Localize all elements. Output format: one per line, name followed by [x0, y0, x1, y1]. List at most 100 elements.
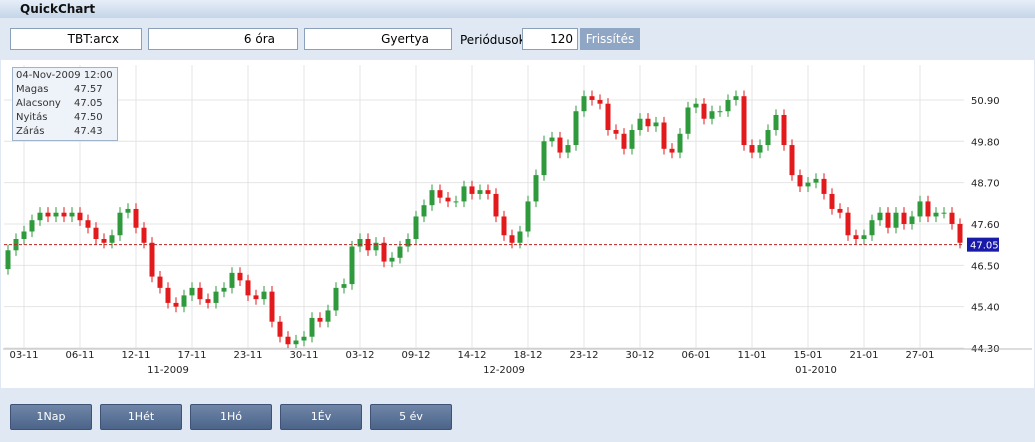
candle-body — [285, 336, 291, 345]
candle-body — [69, 212, 75, 217]
candle-body — [605, 103, 611, 131]
candle-body — [557, 137, 563, 153]
candle-body — [549, 137, 555, 142]
info-row: Zárás 47.43 — [16, 125, 114, 139]
candle-body — [581, 96, 587, 112]
candle-body — [53, 212, 59, 217]
candle-body — [629, 130, 635, 149]
candle-body — [829, 193, 835, 209]
candle-body — [85, 220, 91, 228]
candle-body — [533, 175, 539, 202]
x-tick-label: 23-11 — [233, 350, 262, 361]
candle-body — [389, 257, 395, 262]
candle-body — [613, 130, 619, 134]
candle-body — [165, 287, 171, 303]
range-button[interactable]: 5 év — [370, 404, 452, 430]
x-tick-label: 03-12 — [345, 350, 374, 361]
last-price-label: 47.05 — [970, 241, 999, 252]
range-button[interactable]: 1Hét — [100, 404, 182, 430]
candle-body — [437, 190, 443, 198]
candle-body — [853, 235, 859, 240]
candle-body — [861, 235, 867, 240]
interval-select[interactable]: 6 óra — [148, 28, 298, 50]
candle-body — [421, 205, 427, 217]
candle-body — [693, 103, 699, 108]
candle-body — [117, 212, 123, 236]
candle-body — [917, 201, 923, 217]
x-tick-label: 21-01 — [849, 350, 878, 361]
candle-body — [157, 276, 163, 288]
month-label: 12-2009 — [483, 365, 525, 376]
x-tick-label: 14-12 — [457, 350, 486, 361]
candle-body — [669, 148, 675, 153]
candle-body — [525, 201, 531, 232]
chart: 50.9049.8048.7047.6046.5045.4044.3003-11… — [1, 60, 1034, 388]
candle-body — [261, 291, 267, 300]
y-tick-label: 48.70 — [971, 179, 1000, 190]
info-value: 47.57 — [74, 84, 103, 95]
info-key: Zárás — [16, 126, 45, 137]
y-tick-label: 47.60 — [971, 220, 1000, 231]
x-tick-label: 06-01 — [681, 350, 710, 361]
candle-body — [333, 287, 339, 311]
candle-body — [709, 111, 715, 119]
candle-body — [733, 96, 739, 100]
candle-body — [317, 317, 323, 322]
candle-body — [517, 231, 523, 243]
info-row: Nyitás 47.50 — [16, 111, 114, 125]
candle-body — [541, 141, 547, 176]
periods-field[interactable]: 120 — [522, 28, 578, 50]
chart-kind-select[interactable]: Gyertya — [304, 28, 452, 50]
candle-body — [349, 246, 355, 285]
symbol-field[interactable]: TBT:arcx — [10, 28, 142, 50]
candle-body — [237, 272, 243, 281]
candle-body — [133, 208, 139, 228]
candle-body — [877, 212, 883, 221]
info-key: Magas — [16, 84, 49, 95]
candle-body — [229, 272, 235, 288]
info-key: Nyitás — [16, 112, 48, 123]
candle-body — [597, 99, 603, 104]
info-value: 47.43 — [74, 126, 103, 137]
candle-body — [125, 208, 131, 213]
candle-body — [453, 201, 459, 203]
info-key: Alacsony — [16, 98, 61, 109]
range-button[interactable]: 1Hó — [190, 404, 272, 430]
candle-body — [485, 190, 491, 194]
x-tick-label: 17-11 — [177, 350, 206, 361]
candle-body — [245, 280, 251, 296]
candle-body — [109, 235, 115, 243]
candle-body — [653, 122, 659, 127]
candle-body — [677, 133, 683, 153]
candle-body — [29, 220, 35, 232]
candle-body — [493, 193, 499, 217]
candle-body — [429, 190, 435, 206]
y-tick-label: 45.40 — [971, 303, 1000, 314]
candle-body — [181, 295, 187, 307]
candle-body — [37, 212, 43, 221]
candle-body — [725, 99, 731, 112]
candle-body — [277, 321, 283, 337]
candle-body — [909, 216, 915, 224]
candle-body — [341, 284, 347, 288]
candle-body — [253, 295, 259, 300]
range-button[interactable]: 1Év — [280, 404, 362, 430]
candle-body — [269, 291, 275, 322]
refresh-button[interactable]: Frissítés — [580, 28, 640, 50]
candle-body — [469, 186, 475, 194]
candle-body — [301, 336, 307, 341]
range-button[interactable]: 1Nap — [10, 404, 92, 430]
candle-body — [93, 227, 99, 240]
candle-body — [173, 302, 179, 307]
candle-body — [949, 212, 955, 224]
candle-body — [837, 208, 843, 213]
candle-body — [797, 175, 803, 187]
x-tick-label: 03-11 — [9, 350, 38, 361]
candle-body — [189, 287, 195, 296]
candle-body — [373, 242, 379, 251]
candle-body — [5, 250, 11, 270]
x-tick-label: 30-12 — [625, 350, 654, 361]
periods-label: Periódusok — [460, 33, 526, 47]
info-value: 47.05 — [74, 98, 103, 109]
